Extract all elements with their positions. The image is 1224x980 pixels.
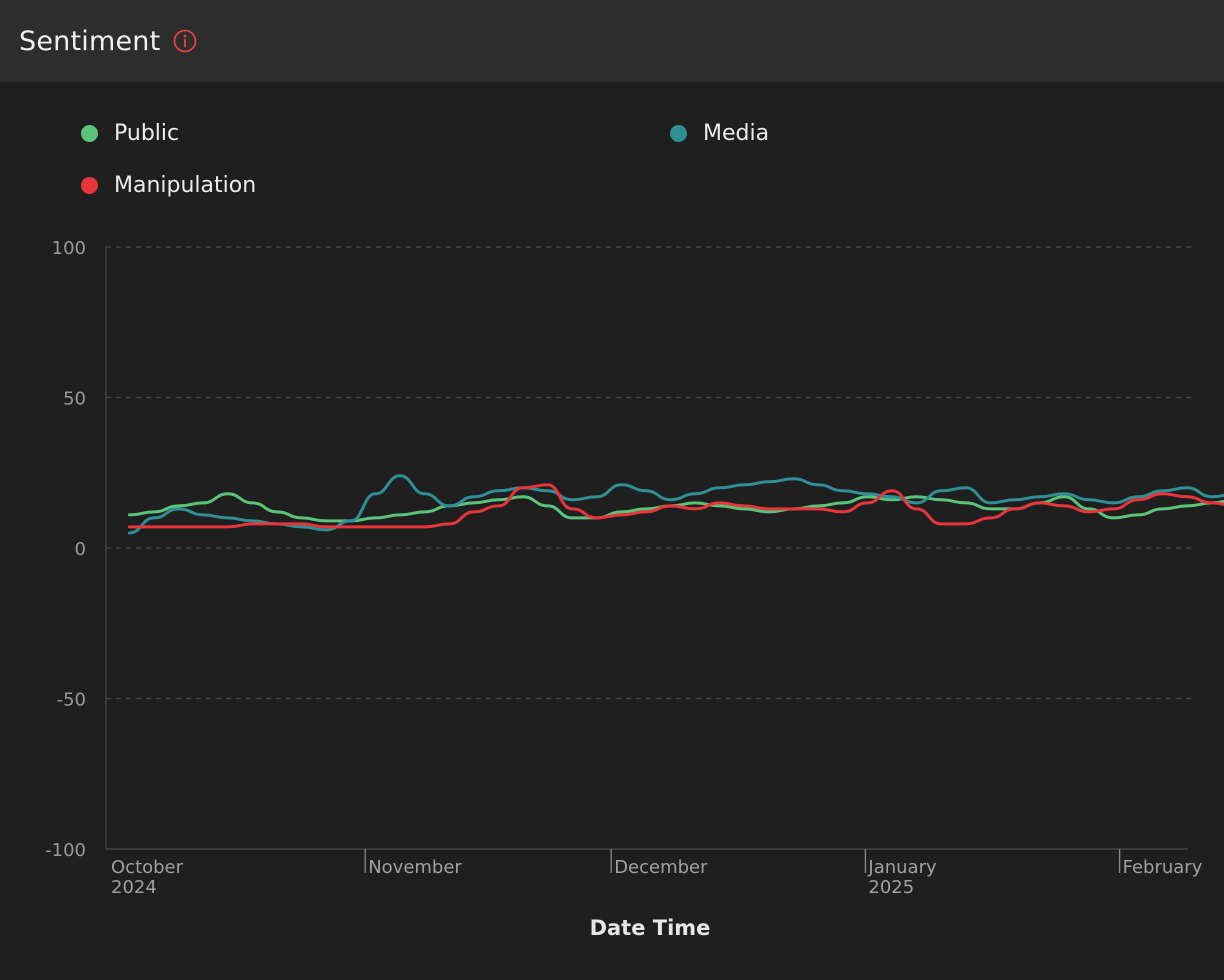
y-tick-label: 0 [75, 539, 86, 560]
y-tick-label: -50 [57, 690, 86, 711]
legend-item-media[interactable]: Media [670, 121, 769, 146]
series-line-media [127, 474, 1224, 535]
y-tick-label: 100 [52, 238, 86, 259]
legend-label: Media [703, 121, 770, 146]
legend-label: Manipulation [114, 173, 257, 198]
legend-item-public[interactable]: Public [81, 121, 179, 146]
panel-header: Sentiment [0, 0, 1224, 82]
series-line-manipulation [127, 483, 1224, 529]
series-line-public [127, 492, 1224, 523]
x-axis-title: Date Time [590, 916, 711, 940]
legend-dot-media [670, 125, 687, 142]
x-tick-label: January [867, 857, 937, 878]
legend-item-manipulation[interactable]: Manipulation [81, 173, 256, 198]
legend-dot-public [81, 125, 98, 142]
x-tick-label: 2025 [868, 877, 914, 898]
x-tick-label: October [111, 857, 184, 878]
y-tick-label: 50 [63, 389, 86, 410]
x-tick-label: February [1123, 857, 1203, 878]
info-icon[interactable] [173, 29, 197, 53]
x-tick-label: December [614, 857, 708, 878]
x-tick-label: 2024 [111, 877, 157, 898]
legend-label: Public [114, 121, 180, 146]
chart-panel: Public Media Manipulation [0, 82, 1224, 980]
x-tick-label: November [368, 857, 462, 878]
legend-dot-manipulation [81, 177, 98, 194]
y-tick-label: -100 [45, 840, 86, 861]
panel-title: Sentiment [19, 25, 161, 57]
